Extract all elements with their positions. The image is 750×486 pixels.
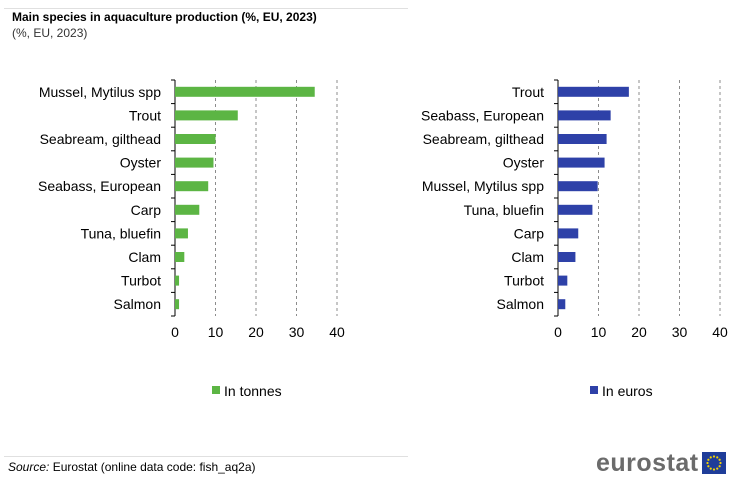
legend-label: In tonnes xyxy=(224,383,282,399)
source-label: Source: xyxy=(8,460,50,474)
category-label: Clam xyxy=(128,249,161,265)
bar xyxy=(558,275,568,286)
bar xyxy=(175,299,180,310)
bar xyxy=(558,134,607,144)
bar xyxy=(175,228,188,239)
x-tick-label: 40 xyxy=(712,324,728,340)
bar xyxy=(558,110,611,121)
category-label: Mussel, Mytilus spp xyxy=(39,84,161,100)
category-label: Carp xyxy=(514,225,545,241)
category-label: Trout xyxy=(129,107,161,123)
bar xyxy=(175,157,214,168)
category-label: Turbot xyxy=(121,273,161,289)
bar xyxy=(558,299,566,310)
source-text: Eurostat (online data code: fish_aq2a) xyxy=(52,460,256,474)
category-label: Oyster xyxy=(503,155,545,171)
category-label: Carp xyxy=(131,202,162,218)
bar xyxy=(175,204,200,215)
category-label: Seabream, gilthead xyxy=(40,131,161,147)
category-label: Seabass, European xyxy=(421,107,544,123)
source-divider xyxy=(4,456,408,457)
chart-subtitle: (%, EU, 2023) xyxy=(12,26,88,40)
x-tick-label: 0 xyxy=(554,324,562,340)
legend-label: In euros xyxy=(602,383,653,399)
flag-star xyxy=(709,456,712,459)
category-label: Salmon xyxy=(497,296,544,312)
bar xyxy=(558,204,593,215)
x-tick-label: 20 xyxy=(631,324,647,340)
legend-swatch xyxy=(212,386,220,394)
eu-flag-icon xyxy=(701,452,726,474)
source-note: Source: Eurostat (online data code: fish… xyxy=(8,460,256,474)
category-label: Oyster xyxy=(120,155,162,171)
logo-wordmark: eurostat xyxy=(596,448,699,477)
bar xyxy=(175,110,238,121)
x-tick-label: 30 xyxy=(672,324,688,340)
bar xyxy=(558,252,576,262)
x-tick-label: 10 xyxy=(208,324,224,340)
flag-star xyxy=(706,458,710,461)
flag-star xyxy=(718,465,721,468)
bar xyxy=(175,86,315,97)
bar xyxy=(558,181,598,192)
category-label: Tuna, bluefin xyxy=(464,202,544,218)
flag-star xyxy=(712,468,715,471)
category-label: Tuna, bluefin xyxy=(81,225,161,241)
bar xyxy=(558,228,579,239)
bar xyxy=(175,181,209,192)
x-tick-label: 10 xyxy=(591,324,607,340)
x-tick-label: 0 xyxy=(171,324,179,340)
category-label: Seabass, European xyxy=(38,178,161,194)
category-label: Turbot xyxy=(504,273,544,289)
category-label: Seabream, gilthead xyxy=(423,131,544,147)
x-tick-label: 30 xyxy=(289,324,305,340)
eurostat-logo: eurostat xyxy=(596,448,726,478)
bar xyxy=(175,275,180,286)
bar xyxy=(175,134,216,144)
legend-swatch xyxy=(590,386,598,394)
x-tick-label: 20 xyxy=(248,324,264,340)
flag-star xyxy=(718,458,721,461)
flag-star xyxy=(712,455,715,458)
category-label: Mussel, Mytilus spp xyxy=(422,178,544,194)
category-label: Trout xyxy=(512,84,544,100)
category-label: Salmon xyxy=(114,296,161,312)
chart-title: Main species in aquaculture production (… xyxy=(12,10,317,24)
flag-star xyxy=(719,461,722,465)
flag-star xyxy=(706,465,710,468)
flag-star xyxy=(715,467,718,470)
flag-star xyxy=(715,456,718,459)
bar xyxy=(558,86,629,97)
x-tick-label: 40 xyxy=(329,324,345,340)
flag-star xyxy=(706,461,709,465)
bar xyxy=(558,157,605,168)
category-label: Clam xyxy=(511,249,544,265)
flag-star xyxy=(709,467,712,470)
bar xyxy=(175,252,185,262)
title-divider xyxy=(4,8,408,9)
